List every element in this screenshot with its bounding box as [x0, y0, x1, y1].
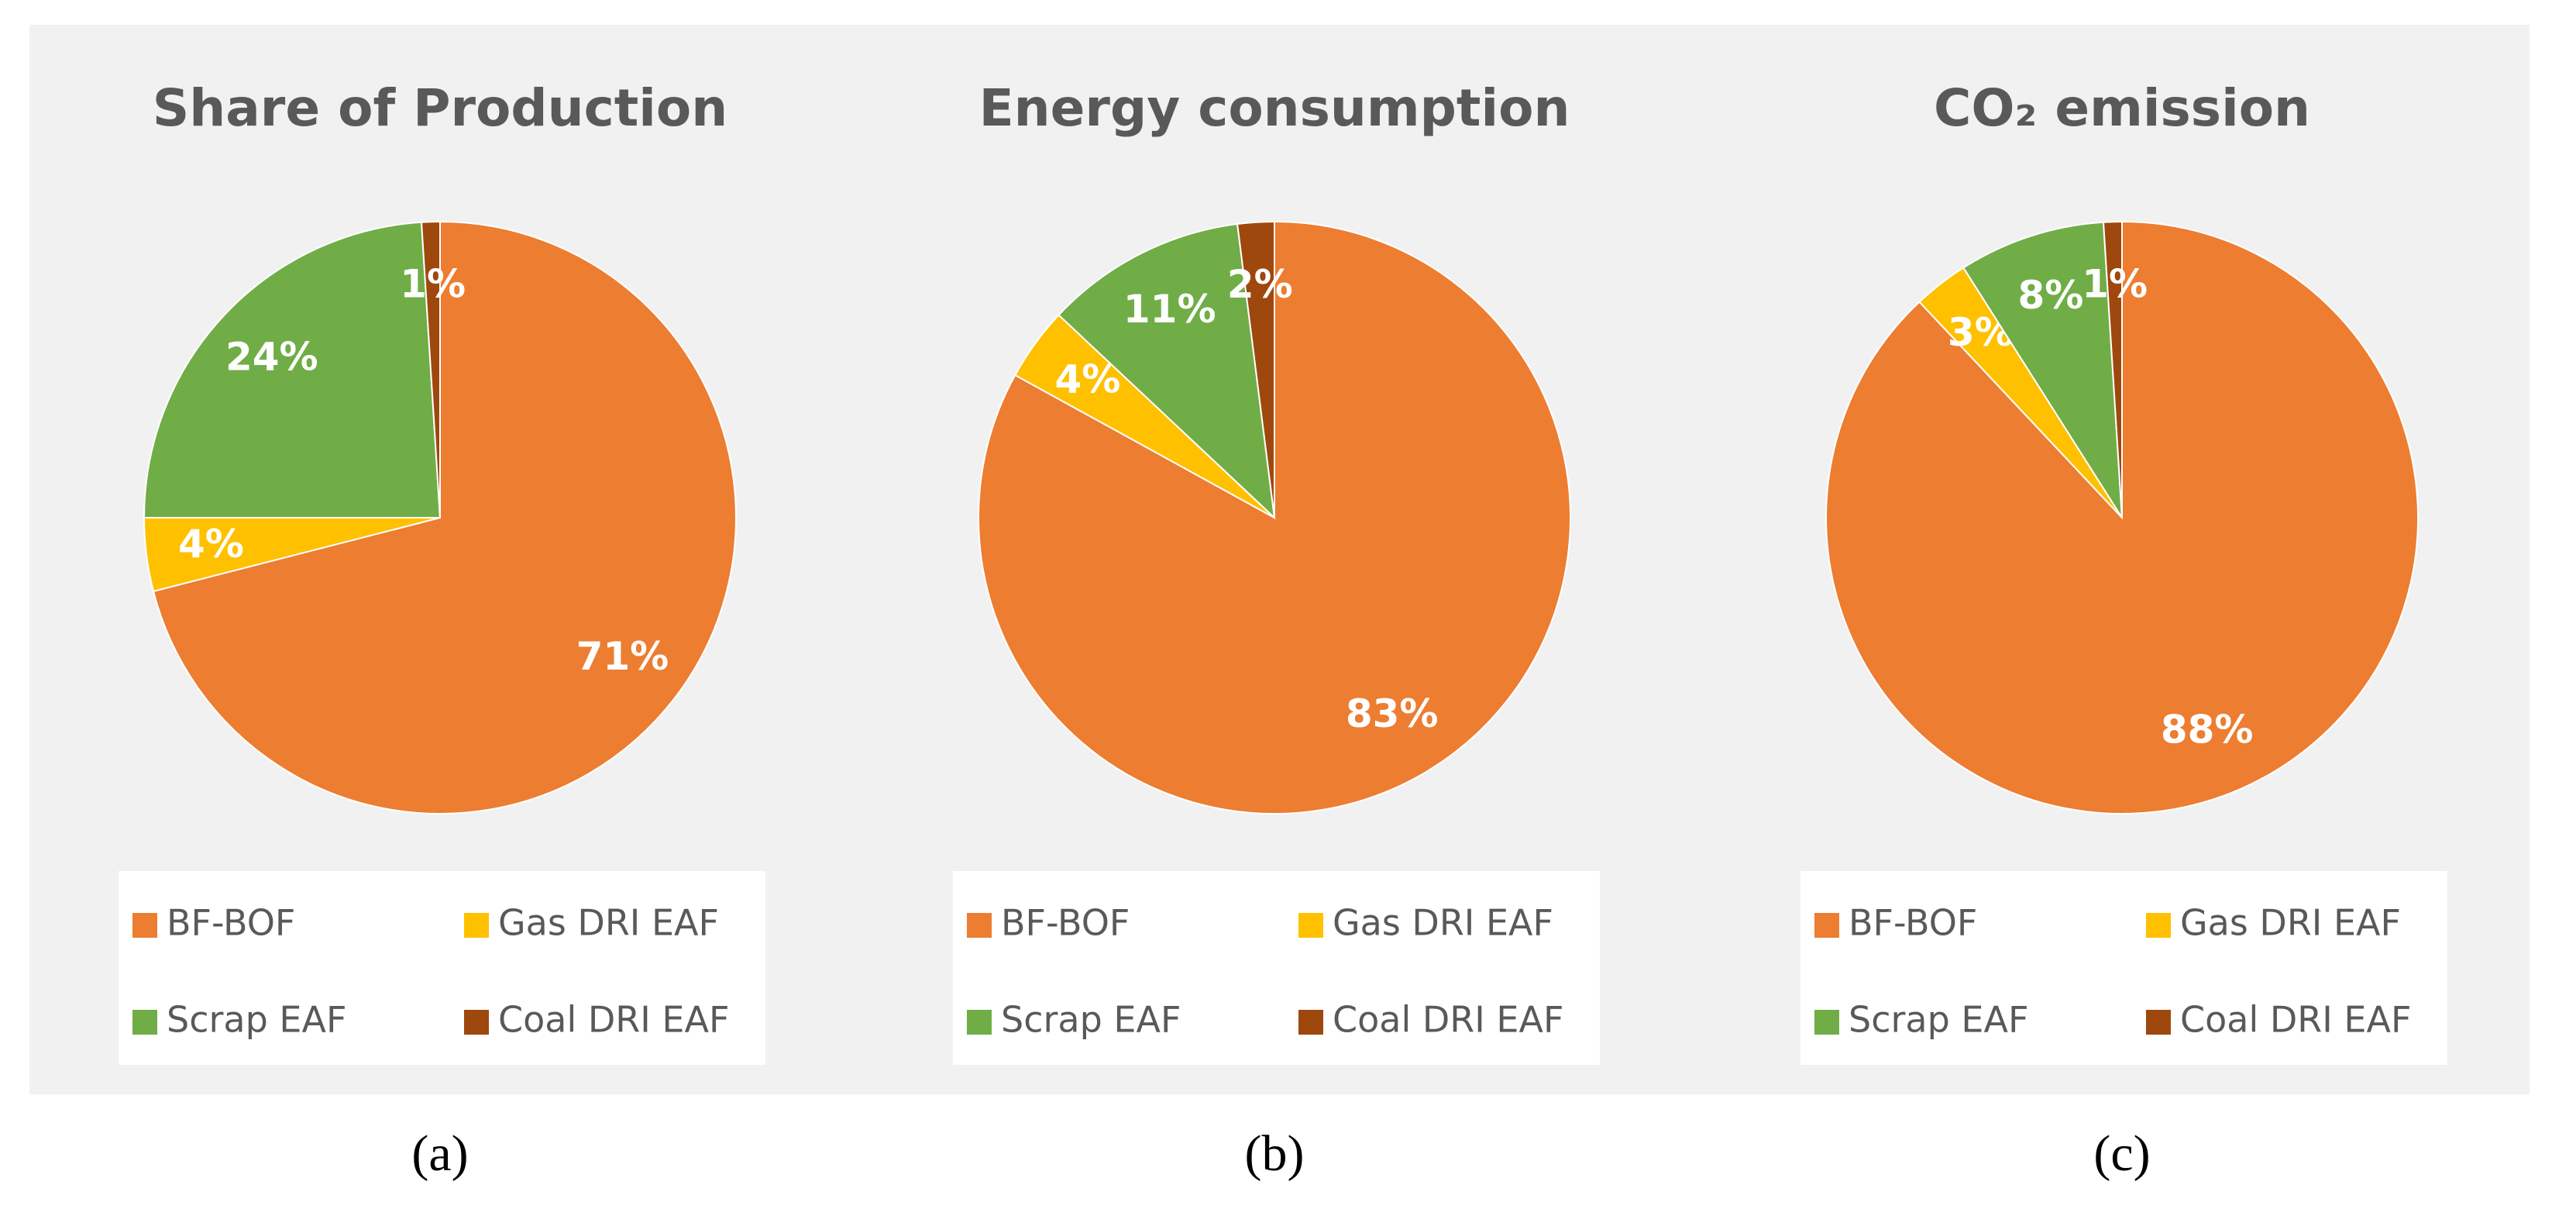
pie-chart: Share of Production 71% 4% 24% 1% BF-BOF Gas D… [119, 78, 765, 1182]
caption: (a) [411, 1125, 468, 1182]
legend-label: Scrap EAF [167, 999, 346, 1041]
data-label: 88% [2161, 708, 2254, 753]
data-label: 4% [1055, 356, 1121, 401]
legend-swatch [132, 913, 157, 938]
legend-swatch [967, 913, 992, 938]
legend-label: Gas DRI EAF [1333, 902, 1553, 944]
legend-swatch [1814, 1010, 1839, 1035]
caption: (b) [1245, 1125, 1305, 1182]
data-label: 8% [2017, 273, 2083, 318]
legend-swatch [1298, 913, 1323, 938]
caption: (c) [2093, 1125, 2150, 1182]
legend-swatch [967, 1010, 992, 1035]
legend-box [119, 871, 765, 1065]
legend-label: Scrap EAF [1849, 999, 2028, 1041]
legend-swatch [1814, 913, 1839, 938]
pie-slice [143, 221, 442, 518]
data-label: 83% [1346, 691, 1439, 736]
legend-swatch [2146, 1010, 2171, 1035]
legend-label: BF-BOF [1001, 902, 1130, 944]
legend-label: Gas DRI EAF [2180, 902, 2401, 944]
legend-swatch [2146, 913, 2171, 938]
legend-swatch [1298, 1010, 1323, 1035]
data-label: 1% [400, 262, 466, 307]
chart-title: Energy consumption [979, 78, 1570, 138]
legend-swatch [464, 913, 489, 938]
data-label: 2% [1227, 262, 1293, 307]
data-label: 24% [225, 335, 318, 380]
pie-slice [1058, 222, 1276, 520]
legend-box [1800, 871, 2447, 1065]
legend-box [953, 871, 1600, 1065]
pie-slice [1962, 221, 2123, 518]
pie-slice [420, 220, 441, 518]
data-label: 4% [178, 522, 244, 567]
legend-label: Coal DRI EAF [1333, 999, 1563, 1041]
legend-label: Scrap EAF [1001, 999, 1181, 1041]
legend-label: Coal DRI EAF [498, 999, 729, 1041]
pie-slice [1236, 220, 1275, 518]
pie-chart: Energy consumption 83% 4%11%2% BF-BOF Gas DR… [953, 78, 1600, 1182]
legend-label: BF-BOF [167, 902, 295, 944]
chart-title: CO₂ emission [1934, 78, 2310, 138]
data-label: 11% [1123, 287, 1216, 332]
data-label: 71% [576, 634, 669, 679]
pie-slice [152, 220, 737, 815]
chart-title: Share of Production [153, 78, 728, 138]
legend-swatch [464, 1010, 489, 1035]
legend-swatch [132, 1010, 157, 1035]
legend-label: BF-BOF [1849, 902, 1977, 944]
data-label: 1% [2082, 262, 2148, 307]
pie-slice [2102, 220, 2123, 518]
legend-label: Gas DRI EAF [498, 902, 719, 944]
legend-label: Coal DRI EAF [2180, 999, 2411, 1041]
